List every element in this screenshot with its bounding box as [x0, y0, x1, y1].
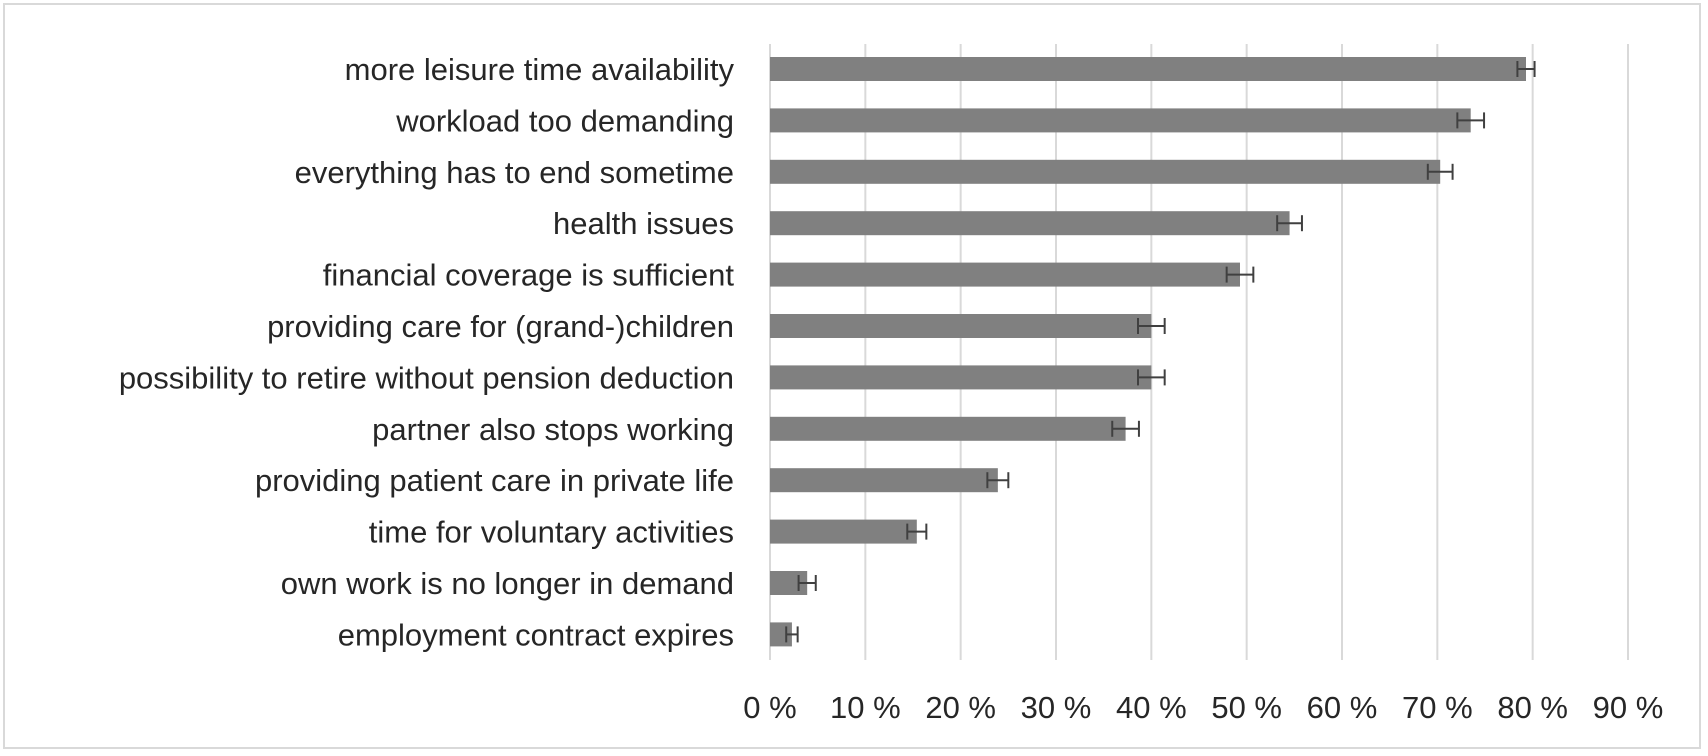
category-label-3: everything has to end sometime [295, 155, 734, 190]
bar-1 [770, 57, 1526, 81]
category-label-2: workload too demanding [395, 103, 734, 138]
x-tick-label-0: 0 % [743, 690, 796, 725]
category-label-12: employment contract expires [338, 617, 734, 652]
bar-8 [770, 416, 1126, 441]
x-tick-label-20: 20 % [925, 690, 996, 725]
x-tick-labels: 0 % 10 % 20 % 30 % 40 % 50 % 60 % 70 % 80 % 90 % [743, 690, 1663, 725]
bar-4 [770, 211, 1290, 236]
x-tick-label-10: 10 % [830, 690, 901, 725]
category-labels: more leisure time availability workload t… [119, 52, 735, 652]
category-label-4: health issues [553, 206, 734, 241]
bar-2 [770, 108, 1471, 133]
x-tick-label-30: 30 % [1021, 690, 1092, 725]
category-label-6: providing care for (grand-)children [267, 309, 734, 344]
x-tick-label-80: 80 % [1497, 690, 1568, 725]
bar-7 [770, 365, 1152, 390]
category-label-11: own work is no longer in demand [281, 566, 734, 601]
x-tick-label-90: 90 % [1593, 690, 1664, 725]
bar-9 [770, 468, 998, 493]
bar-5 [770, 262, 1240, 287]
category-label-10: time for voluntary activities [369, 515, 734, 550]
grid-layer [769, 44, 1629, 660]
category-label-5: financial coverage is sufficient [323, 258, 735, 293]
x-tick-label-60: 60 % [1307, 690, 1378, 725]
bar-3 [770, 159, 1441, 184]
category-label-9: providing patient care in private life [255, 463, 734, 498]
x-tick-label-50: 50 % [1211, 690, 1282, 725]
bar-6 [770, 314, 1152, 338]
x-tick-label-70: 70 % [1402, 690, 1473, 725]
x-tick-label-40: 40 % [1116, 690, 1187, 725]
bar-10 [770, 519, 917, 544]
error-bars [785, 61, 1536, 643]
bars [770, 57, 1526, 647]
category-label-7: possibility to retire without pension de… [119, 360, 734, 395]
category-label-8: partner also stops working [372, 412, 734, 447]
category-label-1: more leisure time availability [345, 52, 735, 87]
